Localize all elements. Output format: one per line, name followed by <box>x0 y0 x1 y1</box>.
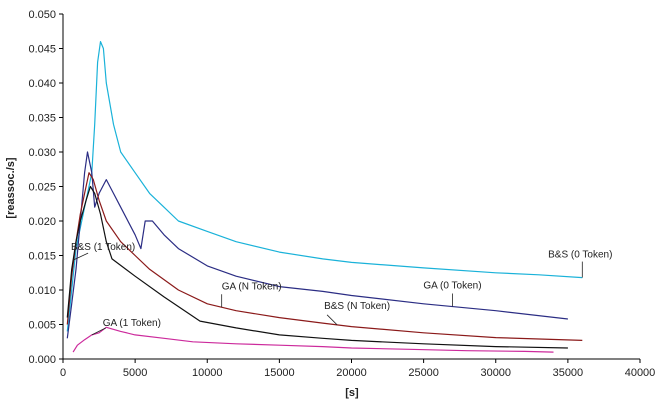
x-tick-label: 10000 <box>192 367 223 379</box>
x-tick-label: 15000 <box>264 367 295 379</box>
annotations: B&S (0 Token) GA (0 Token) GA (N Token) B&S… <box>71 242 612 336</box>
x-tick-label: 5000 <box>123 367 147 379</box>
x-axis-title: [s] <box>345 387 359 399</box>
series-annotation-label: GA (N Token) <box>222 281 282 292</box>
annotation-leader-line <box>91 327 107 336</box>
series-annotation-label: GA (0 Token) <box>423 281 481 292</box>
y-tick-label: 0.015 <box>28 251 56 263</box>
series-annotation-label: B&S (0 Token) <box>548 250 612 261</box>
series-line-3 <box>66 185 568 349</box>
series-annotation-label: GA (1 Token) <box>103 318 161 329</box>
x-tick-label: 20000 <box>336 367 367 379</box>
y-tick-label: 0.000 <box>28 354 56 366</box>
annotation-leader-line <box>72 252 89 261</box>
series-annotation-label: B&S (N Token) <box>324 301 390 312</box>
y-tick-label: 0.010 <box>28 285 56 297</box>
y-tick-label: 0.025 <box>28 182 56 194</box>
y-tick-label: 0.035 <box>28 113 56 125</box>
x-tick-label: 40000 <box>625 367 656 379</box>
series-line-4 <box>72 326 554 353</box>
x-tick-label: 25000 <box>408 367 439 379</box>
y-tick-label: 0.020 <box>28 216 56 228</box>
series-lines <box>66 41 583 353</box>
y-axis-title: [reassoc./s] <box>5 157 17 218</box>
x-tick-label: 0 <box>60 367 66 379</box>
y-tick-label: 0.005 <box>28 320 56 332</box>
annotation-leader-line <box>326 314 338 326</box>
y-tick-label: 0.030 <box>28 147 56 159</box>
series-annotation-label: B&S (1 Token) <box>71 242 135 253</box>
y-tick-label: 0.040 <box>28 78 56 90</box>
axes: 0.000 0.005 0.010 0.015 0.020 0.025 0.030 0.035… <box>28 9 655 379</box>
series-line-1 <box>66 151 568 339</box>
series-line-0 <box>66 41 583 332</box>
y-tick-label: 0.045 <box>28 44 56 56</box>
x-tick-label: 35000 <box>553 367 584 379</box>
x-tick-label: 30000 <box>480 367 511 379</box>
y-tick-label: 0.050 <box>28 9 56 21</box>
series-line-2 <box>66 172 583 341</box>
